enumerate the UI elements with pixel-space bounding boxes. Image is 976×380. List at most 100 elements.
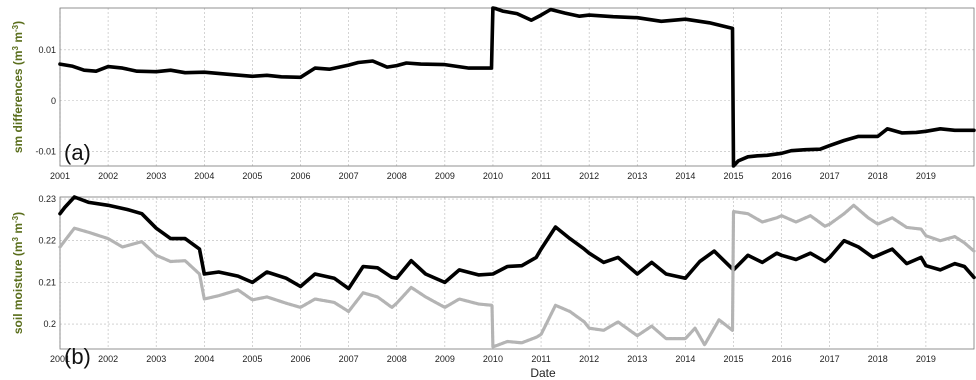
- data-point: [781, 254, 783, 256]
- data-point: [631, 269, 634, 271]
- x-tick-label: 2006: [291, 354, 311, 364]
- y-axis-label-part: ): [11, 212, 25, 216]
- data-point: [819, 148, 821, 150]
- data-point: [237, 289, 239, 291]
- data-point: [713, 250, 715, 252]
- data-point: [684, 338, 687, 340]
- data-point: [636, 335, 638, 337]
- data-point: [155, 227, 157, 229]
- data-point: [372, 60, 374, 62]
- x-tick-label: 2018: [868, 354, 888, 364]
- data-point: [731, 27, 734, 29]
- data-point: [362, 265, 364, 268]
- data-point: [915, 131, 917, 133]
- data-point: [756, 155, 759, 157]
- data-point: [891, 217, 893, 219]
- x-tick-label: 2001: [50, 354, 70, 364]
- data-point: [867, 217, 869, 219]
- x-tick-label: 2005: [242, 354, 262, 364]
- plot-frame: [59, 196, 975, 350]
- data-point: [761, 221, 763, 223]
- x-tick-label: 2004: [194, 171, 214, 181]
- data-point: [107, 204, 109, 206]
- data-point: [198, 248, 201, 250]
- x-tick-label: 2019: [916, 171, 936, 181]
- data-point: [348, 64, 350, 66]
- data-point: [59, 246, 61, 248]
- data-point: [665, 273, 667, 275]
- data-point: [64, 240, 66, 242]
- x-tick-label: 2012: [579, 354, 599, 364]
- x-tick-label: 2007: [339, 354, 359, 364]
- data-point: [155, 71, 157, 73]
- y-axis-label-part: m: [11, 223, 25, 237]
- data-point: [386, 66, 388, 68]
- data-point: [761, 261, 763, 263]
- x-tick-label: 2004: [194, 354, 214, 364]
- data-point: [569, 238, 571, 240]
- data-point: [877, 223, 879, 225]
- data-point: [494, 7, 496, 10]
- data-point: [333, 301, 335, 303]
- data-point: [285, 302, 287, 304]
- data-point: [872, 256, 874, 258]
- data-point: [877, 254, 879, 256]
- panel-b-soil-moisture: 2001 2002 2003 2004 2005 2006 2007 2008 2009 2010…: [11, 194, 976, 380]
- data-point: [939, 128, 941, 130]
- data-point: [583, 321, 585, 323]
- data-point: [184, 238, 186, 240]
- data-point: [973, 276, 975, 278]
- data-point: [781, 215, 783, 217]
- data-point: [502, 10, 504, 12]
- data-point: [425, 273, 427, 275]
- x-tick-label: 2013: [627, 171, 647, 181]
- data-point: [391, 276, 393, 278]
- data-point: [809, 215, 812, 217]
- x-tick-label: 2016: [772, 171, 792, 181]
- data-point: [59, 63, 61, 65]
- data-point: [396, 277, 398, 279]
- data-point: [636, 17, 638, 19]
- data-point: [954, 236, 956, 238]
- data-point: [506, 340, 508, 343]
- data-point: [747, 254, 749, 256]
- data-point: [121, 67, 124, 69]
- data-point: [776, 252, 778, 254]
- x-tick-label: 2012: [579, 171, 599, 181]
- data-point: [468, 67, 470, 69]
- data-point: [747, 213, 749, 215]
- data-point: [578, 15, 581, 17]
- data-point: [939, 240, 941, 242]
- data-point: [963, 129, 966, 131]
- y-axis-label-part: 3: [11, 236, 20, 241]
- data-point: [227, 73, 229, 75]
- data-point: [554, 226, 557, 228]
- data-point: [376, 296, 379, 298]
- data-point: [444, 64, 446, 66]
- data-point: [925, 265, 927, 267]
- data-point: [660, 20, 662, 22]
- data-point: [906, 226, 908, 228]
- data-point: [857, 246, 860, 248]
- data-point: [251, 299, 253, 301]
- data-point: [376, 267, 379, 269]
- data-point: [829, 256, 831, 258]
- data-point: [333, 277, 335, 279]
- x-tick-label: 2015: [723, 171, 743, 181]
- x-tick-label: 2010: [483, 171, 503, 181]
- x-tick-label: 2008: [387, 171, 407, 181]
- data-point: [588, 252, 590, 254]
- data-point: [410, 260, 412, 262]
- data-point: [444, 306, 446, 308]
- data-point: [477, 274, 480, 276]
- data-point: [314, 67, 316, 69]
- data-point: [299, 306, 302, 308]
- data-point: [88, 231, 90, 233]
- data-point: [458, 269, 460, 271]
- data-point: [521, 342, 523, 344]
- data-point: [603, 261, 605, 263]
- data-point: [126, 208, 128, 211]
- data-point: [732, 211, 735, 213]
- data-point: [569, 310, 571, 313]
- data-point: [141, 213, 143, 215]
